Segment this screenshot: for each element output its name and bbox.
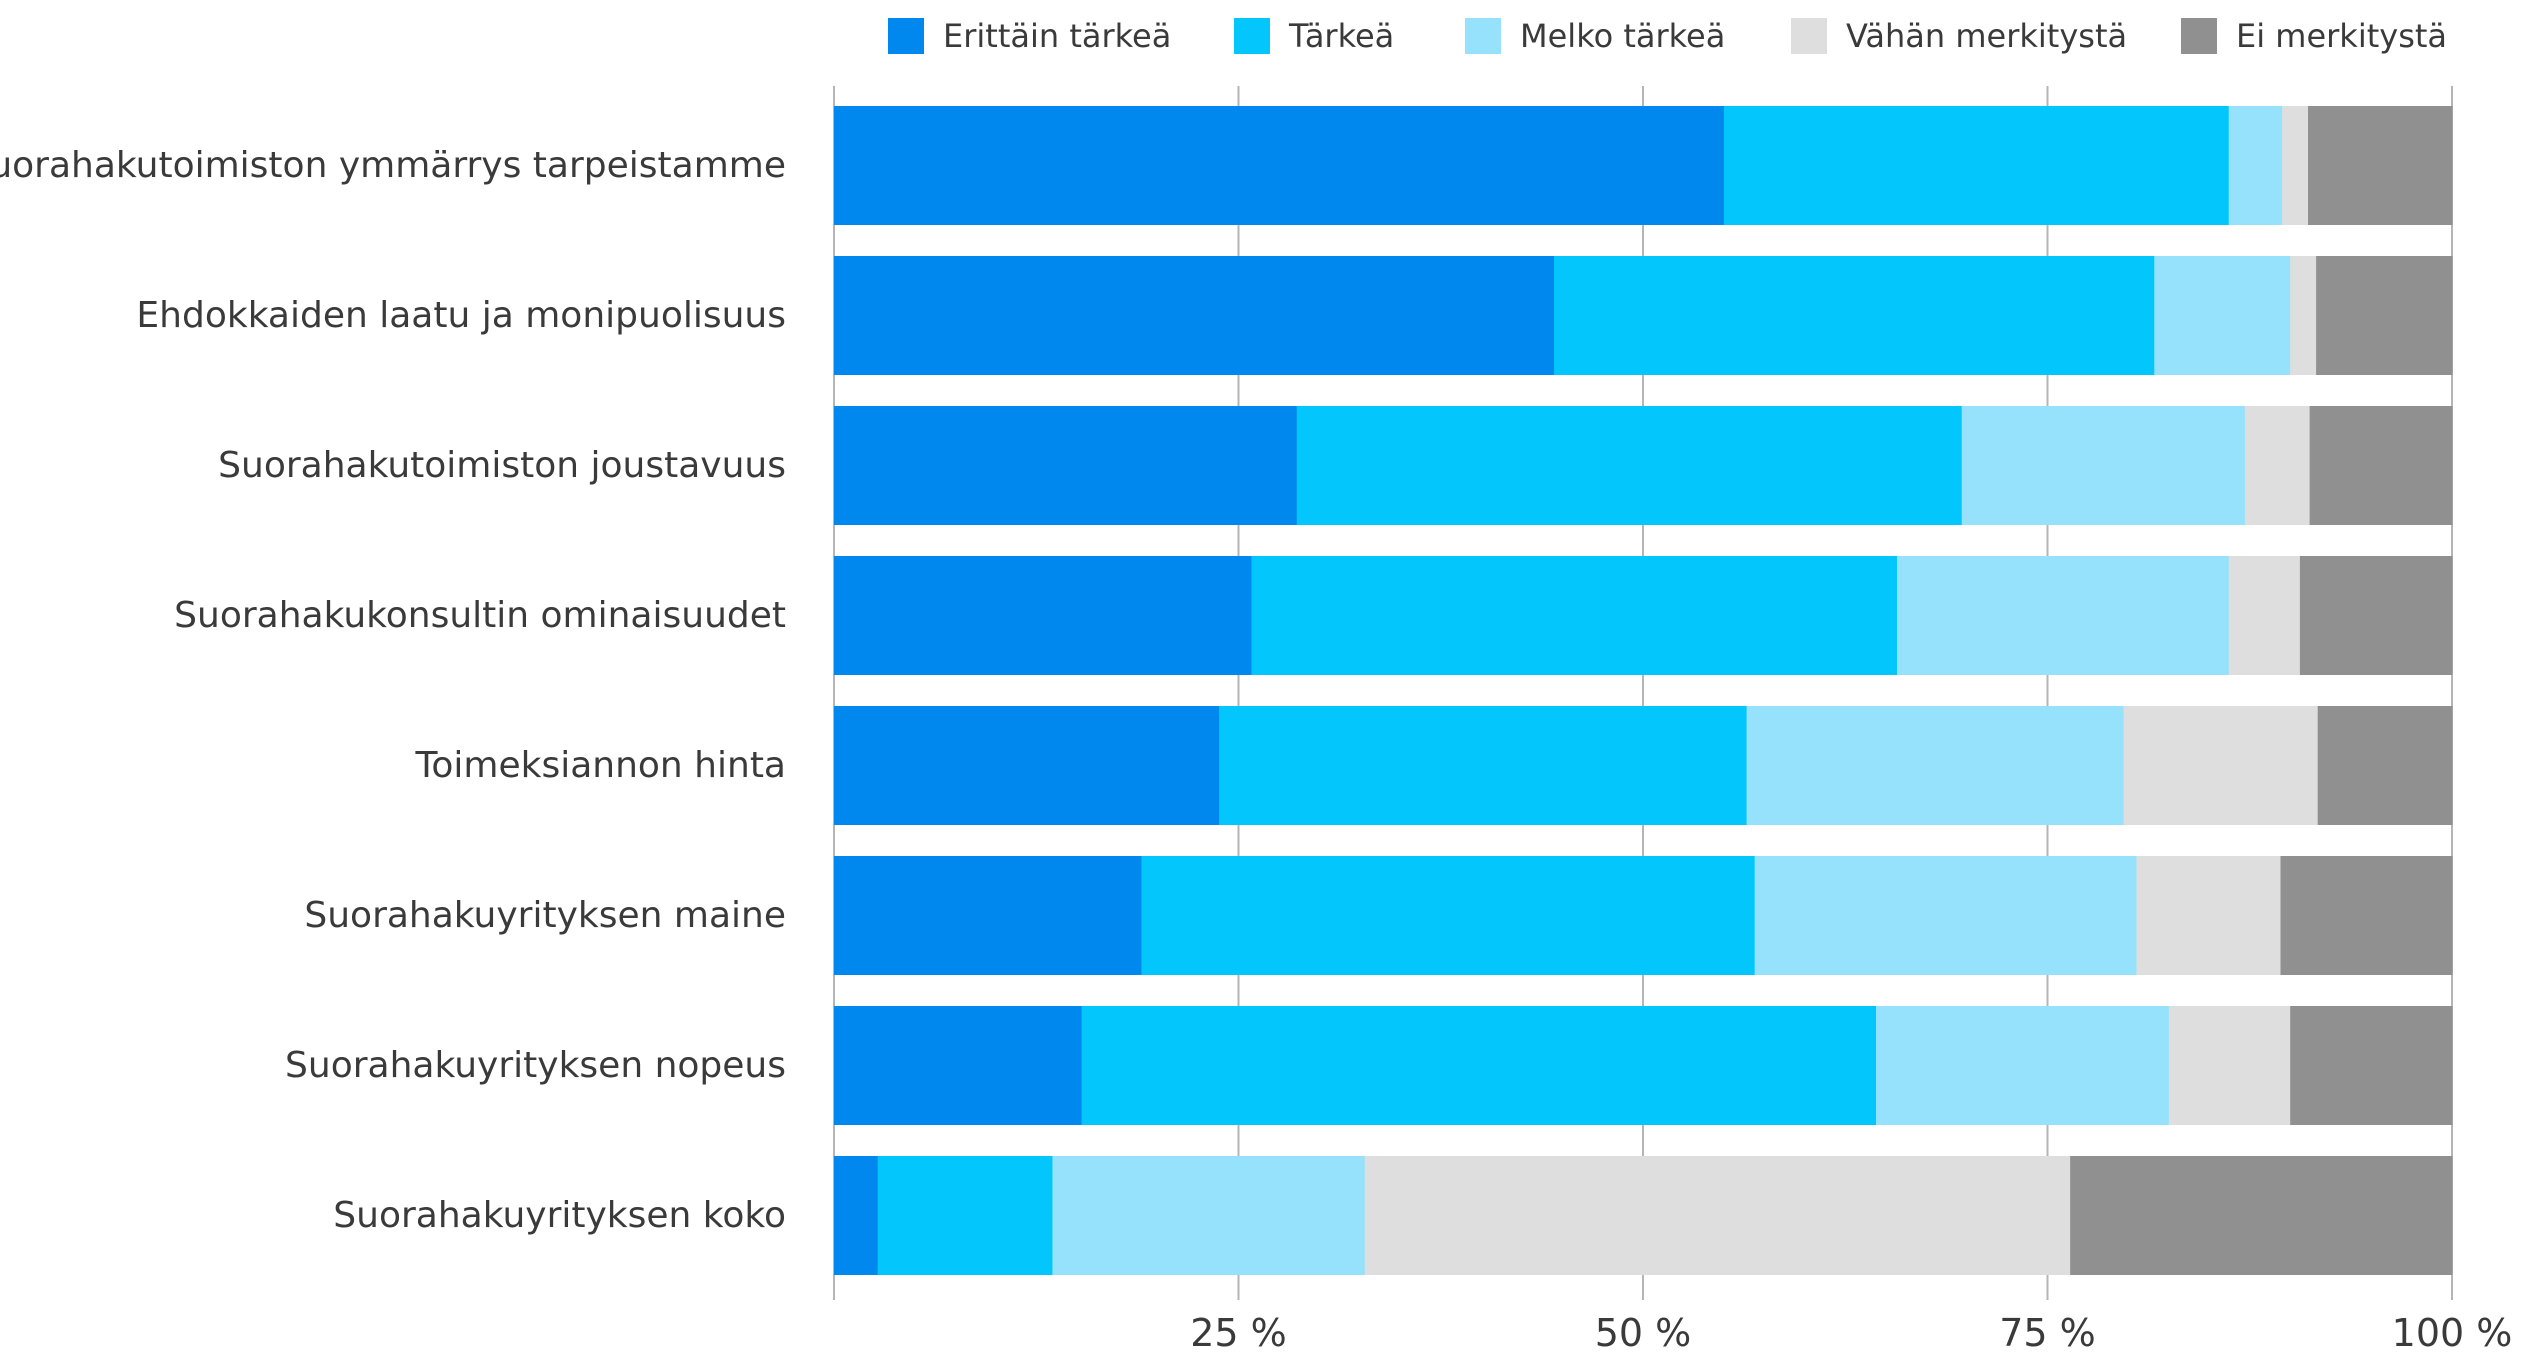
- category-label: Suorahakuyrityksen nopeus: [285, 1045, 786, 1086]
- bar-segment: [2309, 406, 2453, 525]
- bar-segment: [834, 856, 1142, 975]
- bar-segment: [2123, 706, 2319, 825]
- bar-segment: [1296, 406, 1963, 525]
- bar-segment: [2316, 256, 2453, 375]
- category-label: Suorahakuyrityksen maine: [304, 895, 786, 936]
- legend-swatch: [2181, 18, 2217, 54]
- x-tick-label: 25 %: [1190, 1311, 1287, 1355]
- category-label: Suorahakukonsultin ominaisuudet: [174, 595, 786, 636]
- legend-swatch: [888, 18, 924, 54]
- bar-segment: [2228, 106, 2283, 225]
- bar-segment: [2244, 406, 2311, 525]
- category-labels: Suorahakutoimiston ymmärrys tarpeistamme…: [0, 145, 786, 1236]
- bar-segment: [2154, 256, 2291, 375]
- bar-segment: [834, 256, 1555, 375]
- bar-segment: [834, 1006, 1083, 1125]
- bar-segment: [1219, 706, 1748, 825]
- bar-segment: [834, 706, 1220, 825]
- bar-segment: [834, 106, 1725, 225]
- bar-segment: [1052, 1156, 1366, 1275]
- legend-swatch: [1791, 18, 1827, 54]
- bar-segment: [2290, 1006, 2453, 1125]
- bar-segment: [1723, 106, 2230, 225]
- bar-segment: [1554, 256, 2155, 375]
- category-label: Ehdokkaiden laatu ja monipuolisuus: [136, 295, 786, 336]
- legend-swatch: [1465, 18, 1501, 54]
- x-tick-label: 100 %: [2392, 1311, 2513, 1355]
- bar-segment: [1897, 556, 2230, 675]
- bar-segment: [1875, 1006, 2170, 1125]
- bar-segment: [834, 406, 1298, 525]
- bar-segment: [834, 1156, 879, 1275]
- x-tick-label: 75 %: [1999, 1311, 2096, 1355]
- bar-segment: [1081, 1006, 1877, 1125]
- bar-segment: [2290, 256, 2317, 375]
- bar-segment: [2280, 856, 2453, 975]
- bar-segment: [2317, 706, 2453, 825]
- category-label: Suorahakutoimiston ymmärrys tarpeistamme: [0, 145, 786, 186]
- legend-swatch: [1234, 18, 1270, 54]
- x-tick-label: 50 %: [1595, 1311, 1692, 1355]
- bar-segment: [1746, 706, 2125, 825]
- legend-label: Vähän merkitystä: [1846, 17, 2127, 55]
- bar-segment: [2307, 106, 2453, 225]
- bar-segment: [2228, 556, 2301, 675]
- bar-segment: [834, 556, 1252, 675]
- category-label: Toimeksiannon hinta: [414, 745, 786, 786]
- legend: Erittäin tärkeä Tärkeä Melko tärkeä Vähän m…: [888, 17, 2447, 55]
- legend-label: Ei merkitystä: [2236, 17, 2447, 55]
- bar-segment: [2299, 556, 2453, 675]
- bar-segment: [1364, 1156, 2071, 1275]
- legend-label: Tärkeä: [1288, 17, 1394, 55]
- legend-label: Melko tärkeä: [1520, 17, 1725, 55]
- bar-segment: [877, 1156, 1053, 1275]
- bar-segment: [2070, 1156, 2453, 1275]
- bar-segment: [1141, 856, 1756, 975]
- category-label: Suorahakutoimiston joustavuus: [218, 445, 786, 486]
- bars: [834, 106, 2453, 1275]
- bar-segment: [2168, 1006, 2291, 1125]
- bar-segment: [1251, 556, 1898, 675]
- x-tick-labels: 25 % 50 % 75 % 100 %: [1190, 1311, 2512, 1355]
- bar-segment: [1754, 856, 2137, 975]
- bar-segment: [1961, 406, 2246, 525]
- legend-label: Erittäin tärkeä: [943, 17, 1171, 55]
- bar-segment: [2282, 106, 2309, 225]
- category-label: Suorahakuyrityksen koko: [333, 1195, 786, 1236]
- bar-segment: [2136, 856, 2281, 975]
